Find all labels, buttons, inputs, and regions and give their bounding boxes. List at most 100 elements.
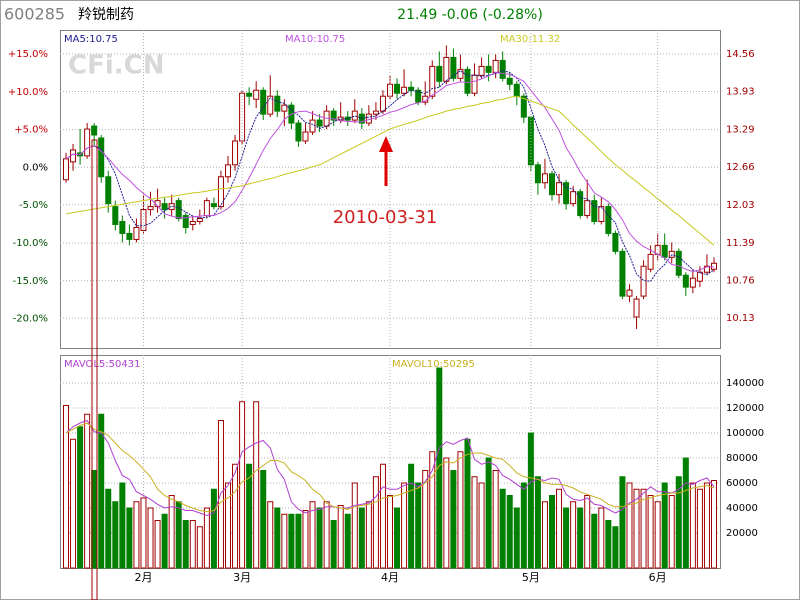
- volume-bar: [126, 507, 133, 569]
- candle-body: [492, 59, 499, 73]
- candle-body: [126, 232, 133, 240]
- y-tick-label: 120000: [726, 403, 764, 414]
- candle-body: [675, 250, 682, 276]
- y-tick-label: 11.39: [726, 238, 755, 249]
- volume-bar: [457, 451, 464, 569]
- candle-body: [70, 149, 77, 163]
- ma-line: [65, 422, 715, 513]
- volume-bar: [330, 520, 337, 569]
- volume-bar: [513, 507, 520, 569]
- stock-code: 600285: [4, 5, 65, 24]
- volume-bar: [541, 501, 548, 569]
- volume-bar: [63, 405, 69, 569]
- volume-bar: [478, 482, 485, 569]
- plot: 14.56 13.93 13.29 12.66 12.03 11.39 10.76 10.13…: [8, 30, 764, 584]
- x-tick-label: 6月: [649, 571, 667, 584]
- legend-entry: MA5:10.75: [64, 34, 118, 45]
- volume-bar: [471, 476, 478, 569]
- candle-body: [210, 203, 217, 208]
- volume-bar: [443, 457, 450, 569]
- volume-bar: [288, 513, 295, 569]
- candle-body: [647, 253, 654, 270]
- volume-bar: [591, 513, 598, 569]
- y2-tick-label: -20.0%: [13, 314, 48, 325]
- candle-body: [485, 65, 492, 73]
- volume-bar: [189, 520, 196, 569]
- volume-bar: [711, 480, 717, 569]
- candle-body: [309, 119, 316, 133]
- volume-bar: [703, 482, 710, 569]
- candle-body: [232, 140, 239, 166]
- candle-body: [682, 274, 689, 288]
- candle-body: [689, 277, 696, 288]
- volume-bar: [626, 482, 633, 569]
- candle-body: [401, 86, 408, 94]
- candle-body: [577, 191, 584, 217]
- candle-body: [372, 110, 379, 115]
- candle-body: [394, 83, 401, 94]
- candle-body: [549, 173, 555, 196]
- volume-bar: [210, 488, 217, 569]
- volume-bar: [358, 507, 365, 569]
- volume-bar: [344, 513, 351, 569]
- volume-bar: [260, 470, 267, 569]
- candle-body: [450, 56, 457, 79]
- volume-bar: [225, 482, 231, 569]
- candle-body: [203, 200, 210, 217]
- y2-tick-label: -15.0%: [13, 276, 48, 287]
- candle-body: [98, 137, 105, 178]
- arrow-head: [379, 136, 393, 152]
- annotation: 2010-03-31: [333, 207, 438, 228]
- volume-bar: [633, 488, 640, 569]
- volume-bar: [605, 520, 612, 569]
- candle-body: [541, 173, 548, 184]
- volume-bar: [429, 451, 436, 569]
- candle-body: [527, 116, 534, 166]
- volume-bar: [422, 470, 429, 569]
- volume-bar: [70, 438, 77, 569]
- volume-bar: [182, 520, 189, 569]
- volume-bar: [147, 507, 154, 569]
- stock-name: 羚锐制药: [78, 7, 134, 23]
- volume-bar: [520, 482, 527, 569]
- volume-bar: [112, 501, 119, 569]
- candle-body: [499, 59, 506, 79]
- candle-body: [415, 89, 422, 103]
- candle-body: [668, 250, 675, 258]
- candle-body: [534, 164, 541, 184]
- volume-bar: [253, 401, 260, 569]
- volume-bar: [598, 507, 605, 569]
- y-tick-label: 13.29: [726, 125, 755, 136]
- candle-body: [91, 125, 98, 136]
- candle-body: [556, 182, 563, 196]
- quote: 21.49 -0.06 (-0.28%): [397, 7, 543, 23]
- volume-bar: [98, 413, 105, 569]
- candle-body: [175, 200, 182, 220]
- candle-body: [196, 218, 203, 223]
- volume-bar: [450, 470, 457, 569]
- volume-bar: [105, 488, 112, 569]
- candle-body: [661, 244, 668, 258]
- y-tick-label: 80000: [726, 453, 758, 464]
- volume-bar: [661, 482, 668, 569]
- volume-bar: [675, 476, 682, 569]
- volume-bar: [387, 495, 393, 569]
- y-tick-label: 12.03: [726, 200, 755, 211]
- y2-tick-label: 0.0%: [23, 162, 48, 173]
- volume-bar: [668, 495, 675, 569]
- candle-body: [436, 65, 443, 82]
- candle-body: [140, 209, 147, 231]
- volume-bar: [365, 501, 372, 569]
- y2-tick-label: -5.0%: [19, 200, 48, 211]
- volume-bar: [133, 501, 140, 569]
- candle-body: [302, 131, 309, 142]
- volume-bar: [696, 488, 703, 569]
- x-tick-label: 5月: [522, 571, 540, 584]
- volume-bar: [140, 497, 147, 569]
- candle-body: [337, 116, 344, 121]
- y-tick-label: 10.13: [726, 313, 755, 324]
- candle-body: [260, 89, 267, 115]
- volume-bar: [232, 463, 239, 569]
- volume-bar: [612, 526, 619, 569]
- y2-tick-label: +15.0%: [8, 49, 48, 60]
